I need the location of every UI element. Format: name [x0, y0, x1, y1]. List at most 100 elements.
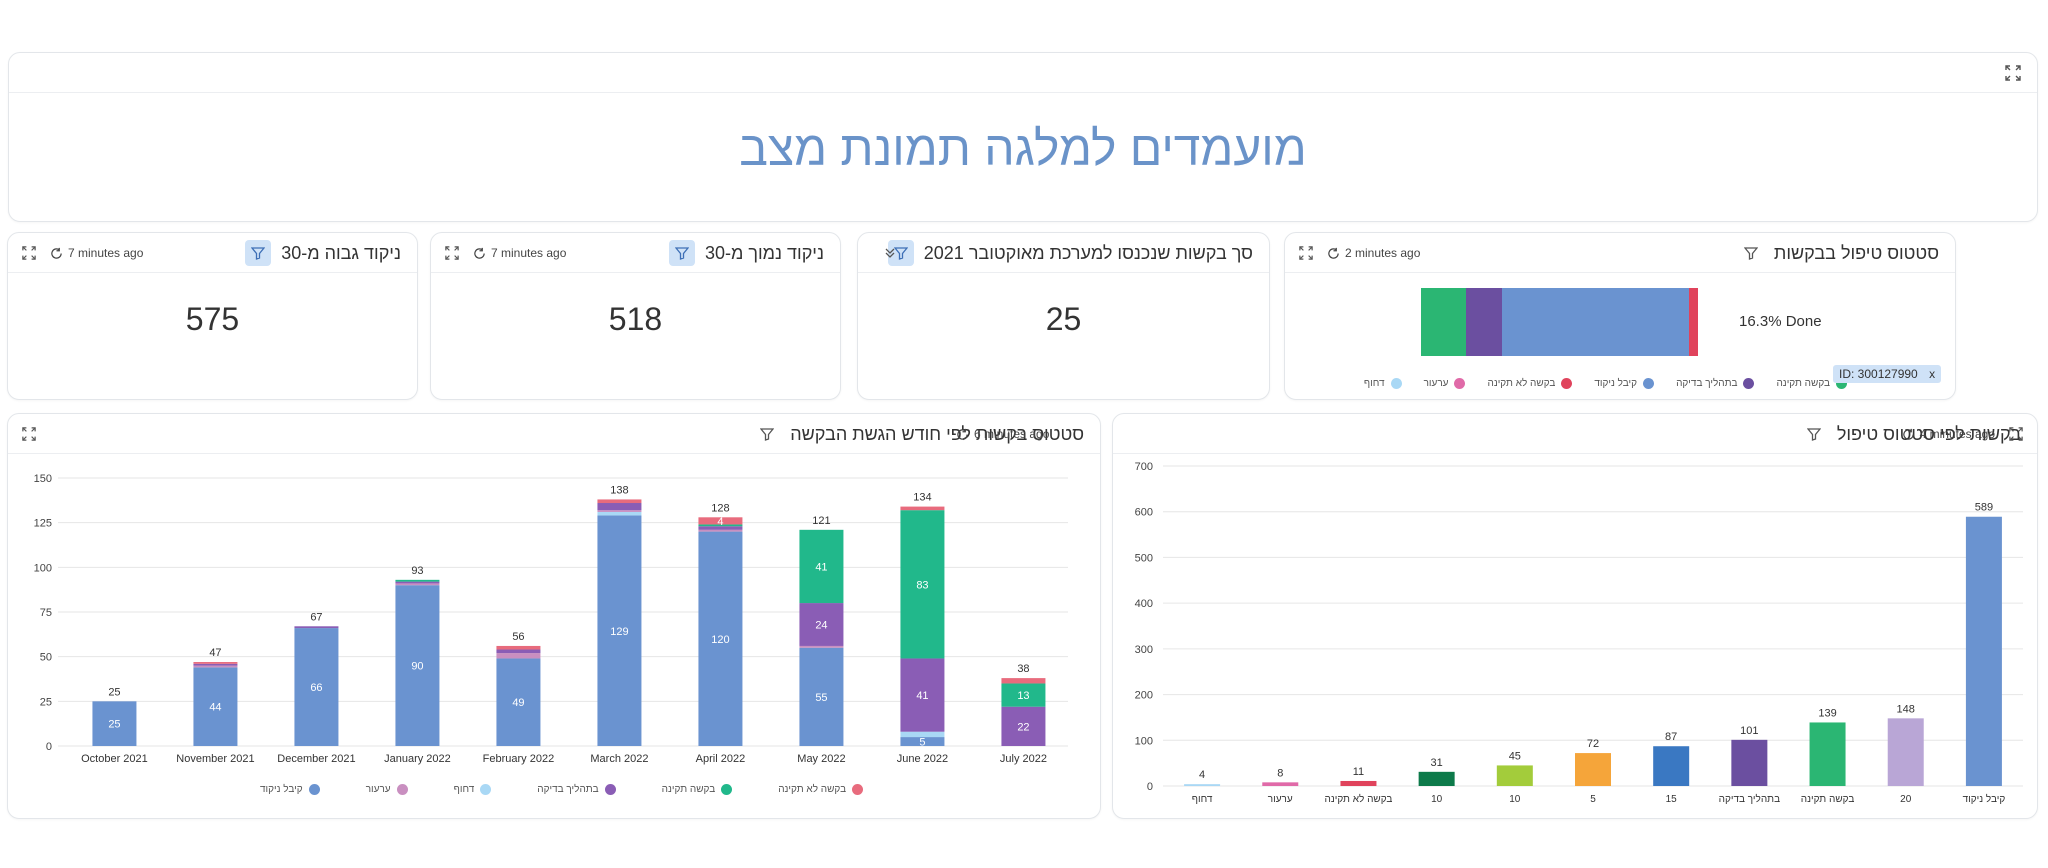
bar-segment[interactable] — [1001, 706, 1046, 746]
filter-icon[interactable] — [1738, 240, 1764, 266]
bar-segment[interactable] — [799, 647, 844, 746]
bar[interactable] — [1965, 516, 2002, 786]
bar-segment[interactable] — [698, 517, 743, 525]
bar-segment[interactable] — [900, 506, 945, 511]
expand-icon[interactable] — [22, 427, 36, 441]
bar-segment[interactable] — [395, 583, 440, 586]
bar[interactable] — [1653, 746, 1690, 786]
legend-item[interactable]: בתהליך בדיקה — [537, 784, 616, 795]
bar-segment[interactable] — [395, 581, 440, 584]
bar-segment[interactable] — [597, 503, 642, 511]
expand-icon[interactable] — [2009, 427, 2023, 441]
bar[interactable] — [1262, 782, 1299, 786]
legend-item[interactable]: קיבל ניקוד — [260, 784, 320, 795]
legend-item[interactable]: קיבל ניקוד — [1594, 378, 1655, 389]
bar[interactable] — [1731, 739, 1768, 786]
bar[interactable] — [1184, 784, 1221, 786]
collapse-chevron-icon[interactable] — [884, 247, 896, 259]
bar[interactable] — [1340, 780, 1377, 786]
bar-segment[interactable] — [698, 531, 743, 746]
bar-segment[interactable] — [92, 701, 137, 746]
bar-value-label: 49 — [512, 697, 524, 709]
x-tick-label: November 2021 — [176, 753, 254, 765]
bar-segment[interactable] — [900, 510, 945, 659]
legend-label: ערעור — [365, 784, 391, 795]
bar-segment[interactable] — [900, 731, 945, 738]
bar-segment[interactable] — [799, 603, 844, 646]
legend-item[interactable]: ערעור — [366, 784, 408, 795]
refresh-time: 2 minutes ago — [1345, 246, 1421, 260]
bar-segment[interactable] — [395, 585, 440, 746]
filter-icon[interactable] — [1801, 421, 1827, 447]
bar-segment[interactable] — [395, 579, 440, 582]
legend-item[interactable]: בקשה לא תקינה — [778, 784, 864, 795]
progress-segment[interactable] — [1688, 288, 1698, 356]
status-progress-bar[interactable] — [1421, 288, 1698, 356]
bar-value-label: 148 — [1897, 703, 1915, 715]
bar[interactable] — [1809, 722, 1846, 786]
id-tag[interactable]: ID: 300127990 x — [1833, 365, 1942, 383]
legend-item[interactable]: בקשה תקינה — [662, 784, 733, 795]
id-tag-close[interactable]: x — [1929, 367, 1936, 381]
legend-item[interactable]: בקשה תקינה — [1776, 378, 1847, 389]
bar-segment[interactable] — [496, 653, 541, 659]
bar-value-label: 4 — [1199, 769, 1205, 781]
filter-icon[interactable] — [245, 240, 272, 266]
bar-segment[interactable] — [597, 511, 642, 516]
refresh-status[interactable]: 4 minutes ago — [1902, 427, 1995, 441]
bar-segment[interactable] — [698, 529, 743, 532]
bar-segment[interactable] — [496, 645, 541, 650]
x-tick-label: 5 — [1590, 794, 1596, 805]
x-tick-label: June 2022 — [897, 753, 948, 765]
filter-icon[interactable] — [887, 240, 914, 266]
bar-segment[interactable] — [698, 526, 743, 530]
legend-item[interactable]: דחוף — [454, 784, 492, 795]
legend-item[interactable]: בתהליך בדיקה — [1676, 378, 1755, 389]
y-tick-label: 100 — [1135, 735, 1153, 747]
expand-icon[interactable] — [445, 246, 459, 260]
bar[interactable] — [1418, 771, 1455, 786]
refresh-status[interactable]: 7 minutes ago — [50, 246, 143, 260]
bar-segment[interactable] — [193, 667, 238, 746]
bar-segment[interactable] — [799, 529, 844, 604]
bar-segment[interactable] — [597, 515, 642, 746]
bar-segment[interactable] — [1001, 683, 1046, 707]
progress-segment[interactable] — [1466, 288, 1502, 356]
filter-icon[interactable] — [754, 421, 780, 447]
bar-segment[interactable] — [597, 510, 642, 512]
bar-segment[interactable] — [900, 658, 945, 732]
bar-segment[interactable] — [900, 737, 945, 746]
refresh-status[interactable]: 2 minutes ago — [1327, 246, 1420, 260]
legend-item[interactable]: ערעור — [1424, 378, 1466, 389]
bar[interactable] — [1575, 753, 1611, 786]
legend-label: דחוף — [453, 784, 475, 795]
legend-item[interactable]: דחוף — [1364, 378, 1402, 389]
bar-segment[interactable] — [496, 649, 541, 654]
progress-segment[interactable] — [1421, 288, 1467, 356]
expand-icon[interactable] — [22, 246, 36, 260]
legend-label: בתהליך בדיקה — [1676, 378, 1738, 389]
bar-segment[interactable] — [496, 658, 541, 746]
bar-segment[interactable] — [193, 665, 238, 668]
filter-icon[interactable] — [668, 240, 695, 266]
bar-segment[interactable] — [294, 626, 339, 629]
legend-swatch — [1390, 378, 1402, 389]
x-tick-label: July 2022 — [1000, 753, 1047, 765]
bar-segment[interactable] — [294, 628, 339, 746]
expand-icon[interactable] — [2005, 65, 2021, 81]
refresh-status[interactable]: 7 minutes ago — [473, 246, 566, 260]
bar[interactable] — [1496, 765, 1533, 786]
bar-segment[interactable] — [193, 663, 238, 666]
bar-segment[interactable] — [597, 499, 642, 504]
bar-segment[interactable] — [193, 662, 238, 664]
bar-segment[interactable] — [799, 645, 844, 648]
legend-item[interactable]: בקשה לא תקינה — [1487, 378, 1573, 389]
progress-segment[interactable] — [1501, 288, 1689, 356]
y-tick-label: 0 — [46, 741, 52, 753]
refresh-status[interactable]: 6 minutes ago — [956, 427, 1049, 441]
bar-segment[interactable] — [698, 524, 743, 527]
x-tick-label: 10 — [1431, 794, 1443, 805]
expand-icon[interactable] — [1299, 246, 1313, 260]
bar[interactable] — [1887, 718, 1924, 786]
bar-segment[interactable] — [1001, 678, 1046, 684]
